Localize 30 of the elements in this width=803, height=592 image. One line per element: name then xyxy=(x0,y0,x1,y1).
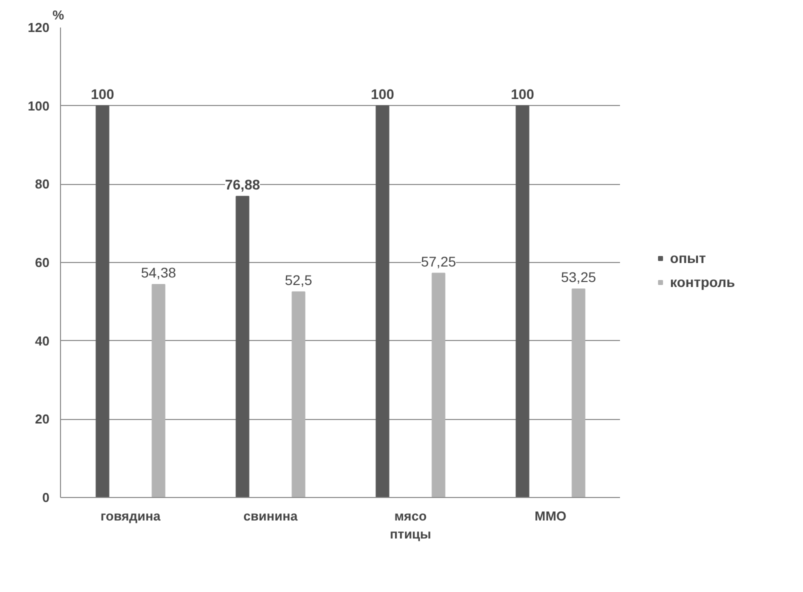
data-label: 76,88 xyxy=(224,176,260,192)
x-tick-label: мясо птицы xyxy=(390,508,432,542)
x-tick-label: ММО xyxy=(534,508,566,524)
bar xyxy=(152,284,166,498)
data-label: 52,5 xyxy=(284,272,312,288)
y-tick-label: 100 xyxy=(28,98,50,114)
y-tick-label: 80 xyxy=(35,176,50,192)
x-tick-label: свинина xyxy=(243,508,298,524)
x-tick-label: говядина xyxy=(100,508,162,524)
legend-label: контроль xyxy=(670,274,735,290)
data-label: 57,25 xyxy=(420,253,456,270)
bar xyxy=(236,196,250,498)
y-axis-title: % xyxy=(52,8,64,22)
data-label: 100 xyxy=(510,86,534,102)
bar xyxy=(376,105,390,498)
y-tick-label: 120 xyxy=(28,20,50,35)
data-label: 100 xyxy=(370,86,394,102)
legend-label: опыт xyxy=(670,250,706,266)
bar xyxy=(516,105,530,498)
bar xyxy=(432,272,446,498)
y-tick-label: 20 xyxy=(35,412,50,427)
y-tick-label: 0 xyxy=(42,490,50,505)
data-label: 100 xyxy=(90,86,114,102)
bar xyxy=(96,105,110,498)
data-label: 53,25 xyxy=(560,268,596,285)
bar xyxy=(572,288,586,498)
bar xyxy=(292,291,306,498)
data-label: 54,38 xyxy=(140,264,176,281)
y-tick-label: 60 xyxy=(35,255,50,270)
y-tick-label: 40 xyxy=(35,333,50,348)
